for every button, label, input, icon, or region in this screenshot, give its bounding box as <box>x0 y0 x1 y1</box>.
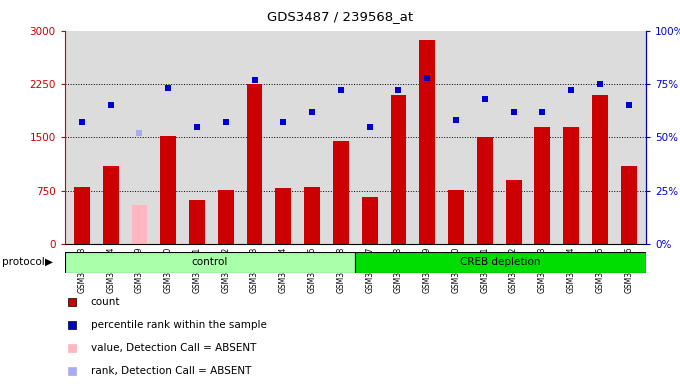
Bar <box>304 187 320 244</box>
Text: protocol: protocol <box>2 257 45 267</box>
Bar <box>218 190 234 244</box>
Bar <box>65 252 355 273</box>
Bar <box>362 197 377 244</box>
Bar <box>448 190 464 244</box>
Text: GDS3487 / 239568_at: GDS3487 / 239568_at <box>267 10 413 23</box>
Bar <box>355 252 646 273</box>
Text: rank, Detection Call = ABSENT: rank, Detection Call = ABSENT <box>90 366 251 376</box>
Bar <box>534 127 550 244</box>
Bar <box>247 84 262 244</box>
Text: ▶: ▶ <box>45 257 53 267</box>
Bar <box>74 187 90 244</box>
Bar <box>621 166 636 244</box>
Text: count: count <box>90 297 120 307</box>
Bar <box>390 94 407 244</box>
Text: CREB depletion: CREB depletion <box>460 257 541 267</box>
Bar <box>506 180 522 244</box>
Bar <box>189 200 205 244</box>
Text: control: control <box>192 257 228 267</box>
Bar <box>592 94 608 244</box>
Text: value, Detection Call = ABSENT: value, Detection Call = ABSENT <box>90 343 256 353</box>
Bar <box>160 136 176 244</box>
Bar <box>131 205 148 244</box>
Bar <box>333 141 349 244</box>
Bar <box>477 137 493 244</box>
Bar <box>275 189 291 244</box>
Bar <box>563 127 579 244</box>
Bar <box>103 166 118 244</box>
Text: percentile rank within the sample: percentile rank within the sample <box>90 320 267 330</box>
Bar <box>420 40 435 244</box>
